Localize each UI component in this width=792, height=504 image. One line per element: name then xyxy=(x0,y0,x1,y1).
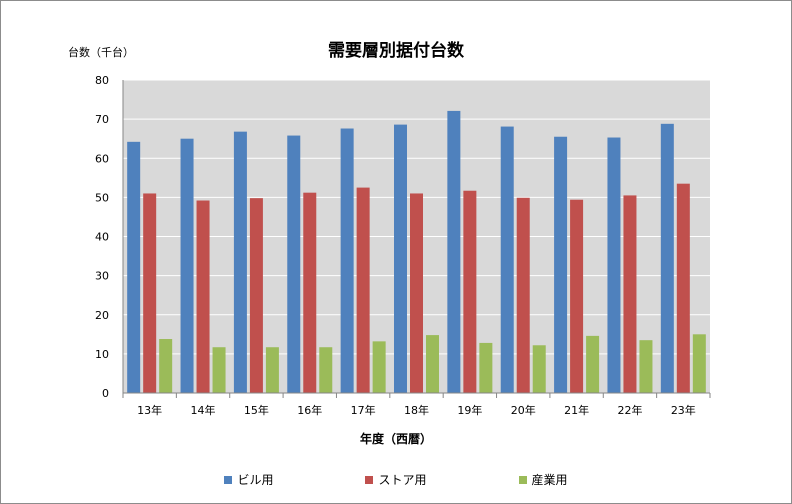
x-axis-label: 年度（西暦） xyxy=(359,432,432,446)
y-tick-label: 30 xyxy=(95,270,109,283)
axis-lines xyxy=(122,80,711,398)
bar-1-0 xyxy=(143,193,157,393)
bar-0-3 xyxy=(287,135,301,393)
y-tick-label: 60 xyxy=(95,152,109,165)
bar-1-3 xyxy=(303,192,317,393)
chart-title: 需要層別据付台数 xyxy=(328,41,464,61)
bar-2-5 xyxy=(426,335,439,393)
x-tick-label: 21年 xyxy=(564,403,589,417)
bar-1-9 xyxy=(623,195,637,393)
bar-0-10 xyxy=(660,123,674,393)
bar-0-8 xyxy=(554,136,568,393)
x-tick-label: 23年 xyxy=(671,403,696,417)
bar-2-8 xyxy=(586,335,600,393)
x-tick-label: 22年 xyxy=(617,403,642,417)
x-tick-label: 20年 xyxy=(511,403,536,417)
bar-2-4 xyxy=(372,341,386,393)
bar-2-9 xyxy=(639,340,653,393)
legend-label-store: ストア用 xyxy=(378,473,427,487)
y-tick-label: 20 xyxy=(95,309,109,322)
legend-item-store: ストア用 xyxy=(365,471,427,488)
y-tick-label: 0 xyxy=(102,387,109,400)
bar-1-2 xyxy=(249,198,263,393)
legend: ビル用 ストア用 産業用 xyxy=(0,471,792,488)
y-tick-label: 70 xyxy=(95,113,109,126)
bar-2-2 xyxy=(265,347,279,393)
bar-1-5 xyxy=(410,193,423,393)
bar-2-10 xyxy=(692,334,706,393)
bar-0-7 xyxy=(500,126,514,393)
legend-item-industrial: 産業用 xyxy=(518,471,568,488)
bars xyxy=(127,110,706,393)
legend-swatch-store xyxy=(365,475,374,484)
x-tick-labels: 13年 14年 15年 16年 17年 18年 19年 20年 21年 22年 23年 xyxy=(137,403,696,417)
y-tick-label: 40 xyxy=(95,231,109,244)
bar-0-2 xyxy=(233,131,247,393)
bar-1-8 xyxy=(570,199,584,393)
bar-0-1 xyxy=(180,138,194,393)
x-tick-label: 15年 xyxy=(244,403,269,417)
bar-0-4 xyxy=(340,128,354,393)
bar-2-1 xyxy=(212,347,226,393)
y-tick-label: 10 xyxy=(95,348,109,361)
y-tick-labels: 0 10 20 30 40 50 60 70 80 xyxy=(95,74,109,400)
bar-2-3 xyxy=(319,347,333,393)
bar-0-9 xyxy=(607,137,621,393)
bar-2-0 xyxy=(159,339,173,393)
bar-1-6 xyxy=(463,190,477,393)
bar-1-1 xyxy=(196,200,210,393)
bar-0-0 xyxy=(127,141,141,393)
x-tick-label: 19年 xyxy=(457,403,482,417)
bar-0-6 xyxy=(447,110,461,393)
y-tick-label: 80 xyxy=(95,74,109,87)
bar-1-4 xyxy=(356,187,370,393)
x-tick-label: 13年 xyxy=(137,403,162,417)
y-axis-label: 台数（千台） xyxy=(68,46,134,59)
y-tick-label: 50 xyxy=(95,191,109,204)
x-tick-label: 16年 xyxy=(297,403,322,417)
bar-2-6 xyxy=(479,342,493,393)
legend-swatch-industrial xyxy=(518,475,527,484)
x-tick-label: 18年 xyxy=(404,403,429,417)
legend-label-building: ビル用 xyxy=(237,473,274,487)
legend-swatch-building xyxy=(224,475,233,484)
legend-item-building: ビル用 xyxy=(224,471,273,488)
x-tick-label: 17年 xyxy=(351,403,376,417)
bar-1-7 xyxy=(516,197,530,393)
legend-label-industrial: 産業用 xyxy=(531,473,568,487)
bar-1-10 xyxy=(676,183,690,393)
bar-0-5 xyxy=(394,124,407,393)
x-tick-label: 14年 xyxy=(191,403,216,417)
bar-2-7 xyxy=(532,345,546,393)
